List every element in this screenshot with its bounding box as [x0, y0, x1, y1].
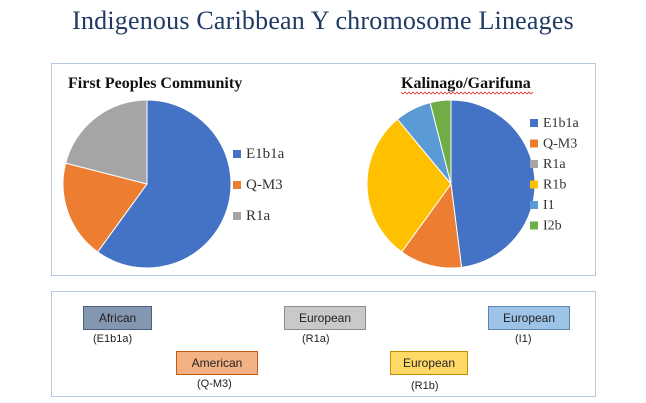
legend-swatch-r1b: [530, 180, 538, 189]
pie-slice-q-m3: [400, 182, 463, 269]
pie-slice-r1a: [65, 99, 148, 185]
pie-slice-r1b: [366, 118, 452, 253]
slide-title: Indigenous Caribbean Y chromosome Lineag…: [72, 6, 574, 35]
legend-swatch-r1a: [530, 160, 538, 168]
lineage-code-r1a: (R1a): [302, 333, 330, 345]
chart-title-0: First Peoples Community: [68, 75, 242, 92]
legend-label-i2b: I2b: [543, 219, 562, 234]
pie-slice-e1b1a: [96, 99, 232, 269]
spelling-underline: [400, 91, 534, 95]
lineage-box-european-r1b: European: [390, 351, 468, 375]
lineage-code-e1b1a: (E1b1a): [93, 333, 133, 345]
lineage-box-european-r1a: European: [284, 306, 366, 330]
legend-label-r1a: R1a: [543, 157, 566, 172]
legend-label-q-m3: Q-M3: [246, 177, 283, 193]
lineage-panel: African (E1b1a) European (R1a) European …: [51, 291, 596, 397]
pie-slice-q-m3: [62, 162, 148, 253]
legend-swatch-q-m3: [530, 139, 538, 148]
legend-label-r1a: R1a: [246, 208, 271, 224]
lineage-code-r1b: (R1b): [411, 380, 439, 392]
legend-label-e1b1a: E1b1a: [543, 116, 580, 131]
lineage-code-q-m3: (Q-M3): [197, 378, 232, 390]
legend-swatch-e1b1a: [530, 119, 538, 127]
lineage-code-i1: (I1): [515, 333, 532, 345]
legend-label-e1b1a: E1b1a: [246, 146, 285, 162]
pie-charts-panel: First Peoples Community E1b1a Q-M3 R1a Kalin…: [51, 63, 596, 276]
lineage-box-american: American: [176, 351, 258, 375]
legend-swatch-i1: [530, 201, 538, 209]
legend-swatch-r1a: [233, 212, 241, 220]
pie-charts-svg: First Peoples Community E1b1a Q-M3 R1a Kalin…: [62, 75, 580, 269]
legend-swatch-e1b1a: [233, 150, 241, 158]
chart-title-1: Kalinago/Garifuna: [401, 75, 531, 92]
legend-swatch-i2b: [530, 221, 538, 230]
legend-label-r1b: R1b: [543, 178, 566, 193]
legend-swatch-q-m3: [233, 181, 241, 189]
pie-slice-i2b: [429, 99, 452, 185]
pie-slice-e1b1a: [450, 99, 536, 268]
lineage-box-european-i1: European: [488, 306, 570, 330]
legend-label-i1: I1: [543, 198, 555, 213]
lineage-box-african: African: [83, 306, 152, 330]
legend-label-q-m3: Q-M3: [543, 137, 577, 152]
